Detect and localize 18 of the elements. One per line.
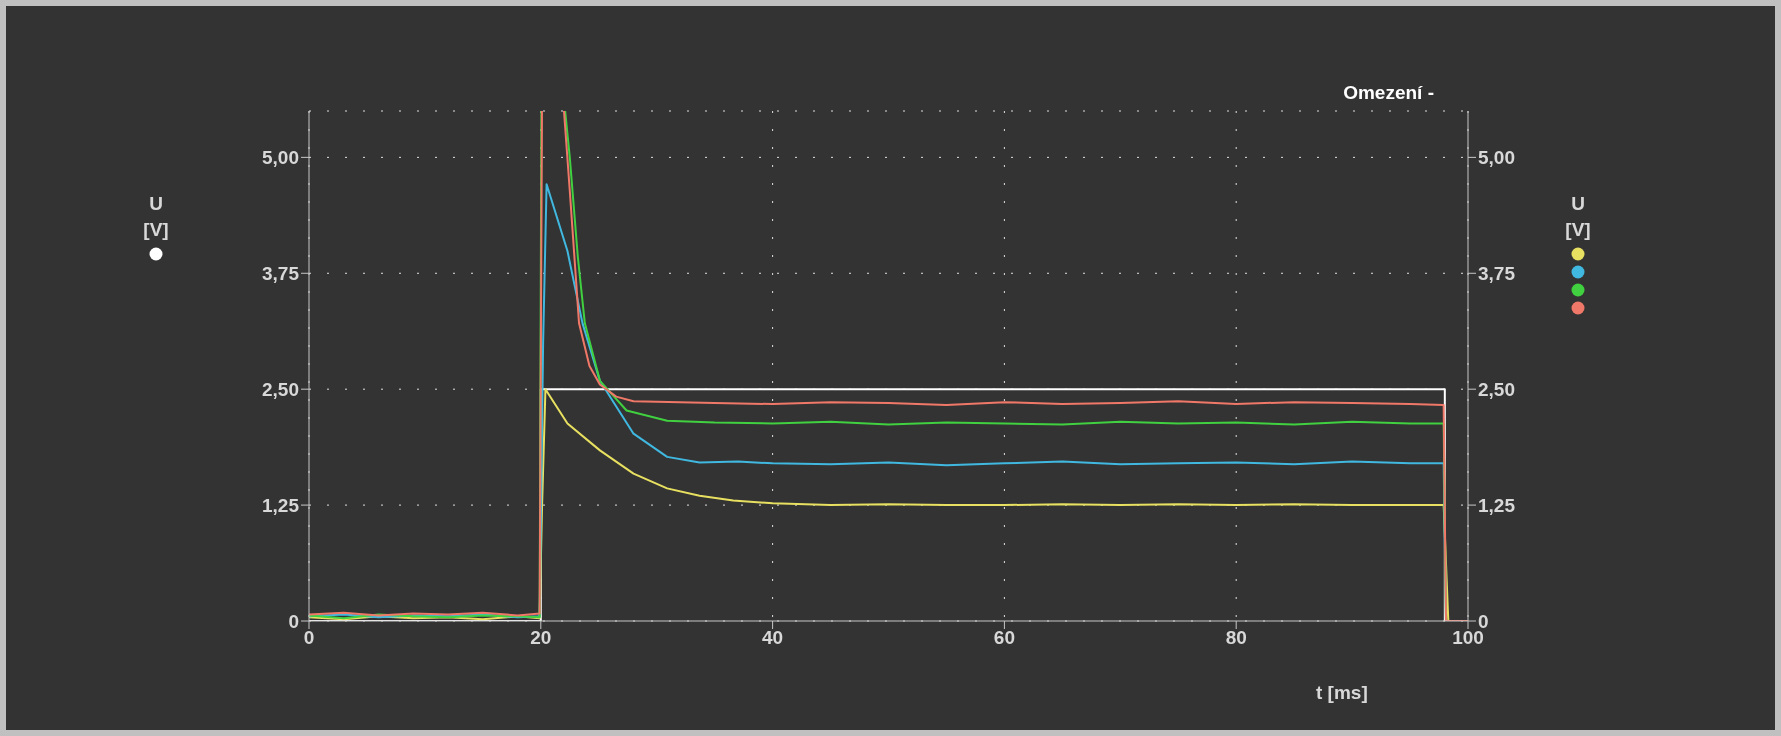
y-tick-label: 1,25 — [262, 494, 300, 516]
x-tick-label: 0 — [303, 627, 315, 649]
y-tick-label: 3,75 — [262, 263, 300, 285]
y-tick-label: 2,50 — [262, 378, 299, 400]
y2-tick-label: 5,00 — [1478, 147, 1515, 169]
x-tick-label: 60 — [993, 627, 1015, 649]
chart-title: Omezení - — [1343, 82, 1434, 104]
y2-tick-label: 3,75 — [1478, 263, 1516, 285]
y-axis-title: U [V] — [142, 192, 170, 242]
y2-axis-title: U [V] — [1564, 192, 1592, 242]
y2-tick-label: 1,25 — [1478, 494, 1516, 516]
x-axis-title: t [ms] — [1316, 682, 1368, 704]
x-tick-label: 80 — [1225, 627, 1247, 649]
y-tick-label: 5,00 — [262, 147, 299, 169]
y2-tick-label: 2,50 — [1478, 378, 1515, 400]
x-tick-label: 40 — [762, 627, 784, 649]
y-tick-label: 0 — [288, 610, 299, 632]
x-tick-label: 20 — [530, 627, 552, 649]
